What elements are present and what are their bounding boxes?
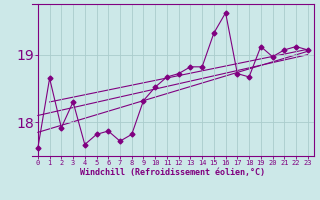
X-axis label: Windchill (Refroidissement éolien,°C): Windchill (Refroidissement éolien,°C) bbox=[80, 168, 265, 177]
